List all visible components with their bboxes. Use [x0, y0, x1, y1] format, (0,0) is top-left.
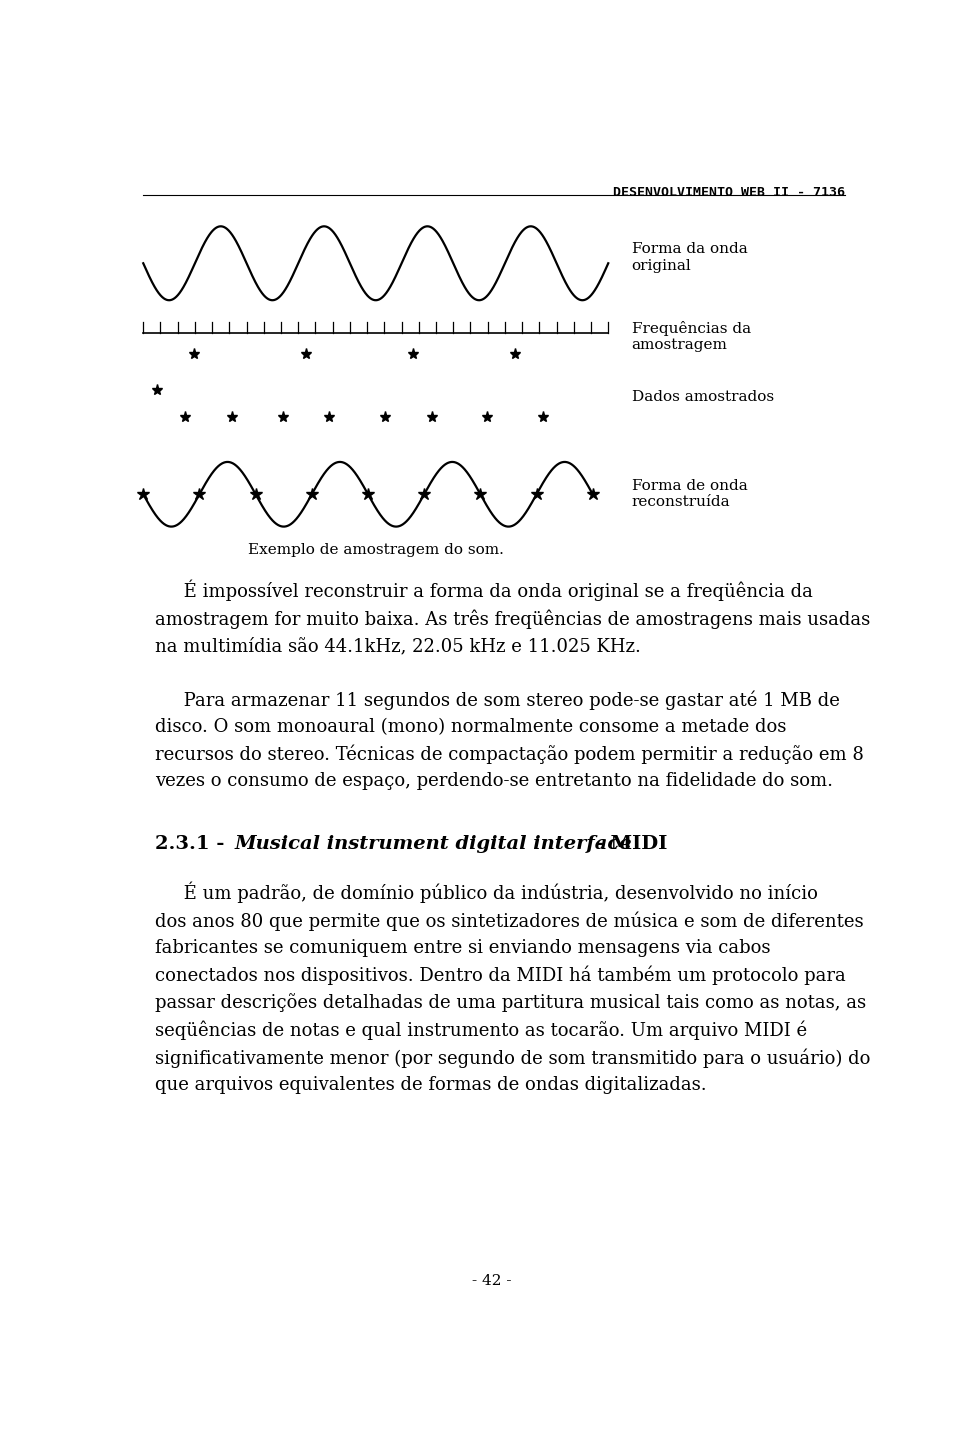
- Text: Exemplo de amostragem do som.: Exemplo de amostragem do som.: [248, 543, 504, 556]
- Text: - MIDI: - MIDI: [588, 836, 667, 853]
- Text: DESENVOLVIMENTO WEB II - 7136: DESENVOLVIMENTO WEB II - 7136: [612, 186, 845, 199]
- Text: É um padrão, de domínio público da indústria, desenvolvido no início
dos anos 80: É um padrão, de domínio público da indús…: [155, 881, 871, 1093]
- Text: Frequências da
amostragem: Frequências da amostragem: [632, 320, 751, 352]
- Text: Dados amostrados: Dados amostrados: [632, 390, 774, 405]
- Text: Para armazenar 11 segundos de som stereo pode-se gastar até 1 MB de
disco. O som: Para armazenar 11 segundos de som stereo…: [155, 690, 864, 789]
- Text: É impossível reconstruir a forma da onda original se a freqüência da
amostragem : É impossível reconstruir a forma da onda…: [155, 579, 870, 655]
- Text: Musical instrument digital interface: Musical instrument digital interface: [234, 836, 633, 853]
- Text: Forma de onda
reconstruída: Forma de onda reconstruída: [632, 479, 747, 510]
- Text: - 42 -: - 42 -: [472, 1274, 512, 1289]
- Text: 2.3.1 -: 2.3.1 -: [155, 836, 231, 853]
- Text: Forma da onda
original: Forma da onda original: [632, 243, 747, 272]
